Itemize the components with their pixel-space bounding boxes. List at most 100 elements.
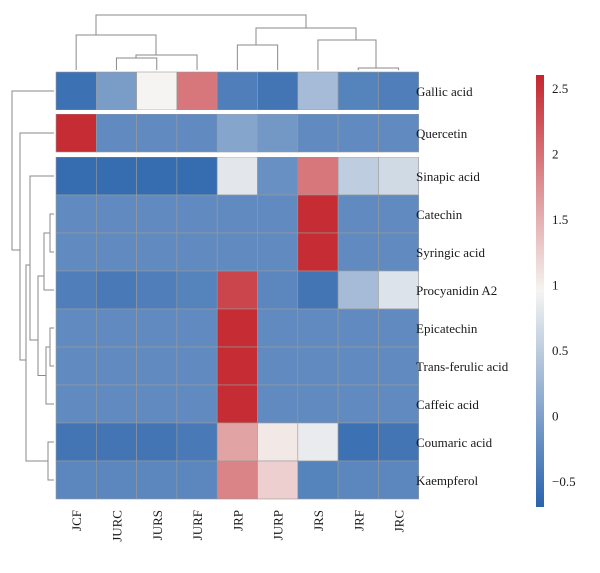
row-dendrogram-branch [49,213,54,253]
heatmap-cell-procyanidin-a2-jurf [176,270,218,310]
heatmap-cell-procyanidin-a2-jurs [136,270,178,310]
colorbar-tick-label: 1.5 [552,212,568,227]
heatmap-cell-gallic-acid-jcf [55,71,97,111]
heatmap-cell-sinapic-acid-jrc [378,156,419,196]
row-dendrogram-branch [25,264,48,462]
heatmap-cell-coumaric-acid-jrs [297,422,339,462]
heatmap-cell-sinapic-acid-jrf [337,156,379,196]
column-dendrogram-branch [95,14,307,35]
heatmap-cell-epicatechin-jrp [216,308,258,348]
heatmap-cell-caffeic-acid-jurf [176,384,218,424]
heatmap-cell-coumaric-acid-jurc [96,422,137,462]
heatmap-cell-sinapic-acid-jurp [257,156,299,196]
heatmap-cell-syringic-acid-jrs [297,232,339,272]
heatmap-cell-trans-ferulic-acid-jurc [96,346,137,386]
heatmap-cell-syringic-acid-jurs [136,232,178,272]
heatmap-cell-gallic-acid-jurf [176,71,218,111]
column-dendrogram-branch [357,67,400,70]
heatmap-cell-quercetin-jcf [55,113,97,153]
heatmap-cell-caffeic-acid-jrf [337,384,379,424]
row-dendrogram-branch [11,90,54,251]
heatmap-cell-epicatechin-jurs [136,308,178,348]
heatmap-cell-catechin-jrc [378,194,419,234]
heatmap-cell-coumaric-acid-jurf [176,422,218,462]
column-label-jrf: JRF [351,510,366,531]
heatmap-cell-sinapic-acid-jrp [216,156,258,196]
colorbar-tick-label: 1 [552,277,559,292]
colorbar-tick-label: 0 [552,408,559,423]
heatmap-cell-coumaric-acid-jrp [216,422,258,462]
heatmap-cell-syringic-acid-jurf [176,232,218,272]
heatmap-cell-coumaric-acid-jrf [337,422,379,462]
heatmap-cell-quercetin-jurs [136,113,178,153]
column-dendrogram-branch [255,27,357,45]
heatmap-cells [55,71,420,500]
heatmap-cell-quercetin-jrf [337,113,379,153]
heatmap-cell-kaempferol-jurf [176,460,218,500]
heatmap-cell-kaempferol-jrc [378,460,419,500]
heatmap-cell-caffeic-acid-jrc [378,384,419,424]
column-labels: JCF JURC JURS JURF JRP JURP JRS JRF JRC [69,510,406,542]
heatmap-cell-trans-ferulic-acid-jrs [297,346,339,386]
heatmap-cell-sinapic-acid-jrs [297,156,339,196]
row-dendrogram-branch [19,132,54,361]
column-label-jrp: JRP [230,510,245,531]
heatmap-cell-catechin-jurc [96,194,137,234]
row-label-catechin: Catechin [416,207,463,222]
heatmap-cell-caffeic-acid-jurc [96,384,137,424]
heatmap-cell-epicatechin-jrf [337,308,379,348]
heatmap-cell-kaempferol-jurp [257,460,299,500]
heatmap-cell-catechin-jcf [55,194,97,234]
heatmap-cell-catechin-jurp [257,194,299,234]
heatmap-cell-syringic-acid-jurc [96,232,137,272]
column-label-jrs: JRS [311,510,326,531]
heatmap-cell-quercetin-jurc [96,113,137,153]
heatmap-cell-gallic-acid-jrp [216,71,258,111]
row-labels: Gallic acid Quercetin Sinapic acid Catechin… [416,84,509,488]
column-label-jrc: JRC [392,510,407,532]
heatmap-cell-syringic-acid-jrf [337,232,379,272]
heatmap-cell-sinapic-acid-jurf [176,156,218,196]
heatmap-cell-gallic-acid-jurc [96,71,137,111]
heatmap-cell-kaempferol-jurs [136,460,178,500]
row-group-gap [55,110,420,114]
heatmap-cell-caffeic-acid-jcf [55,384,97,424]
column-label-jcf: JCF [69,510,84,531]
heatmap-cell-procyanidin-a2-jcf [55,270,97,310]
row-dendrogram-branch [47,441,54,481]
heatmap-cell-procyanidin-a2-jrs [297,270,339,310]
heatmap-cell-syringic-acid-jrp [216,232,258,272]
row-dendrogram [11,90,54,481]
heatmap-cell-gallic-acid-jrs [297,71,339,111]
heatmap-cell-gallic-acid-jurs [136,71,178,111]
heatmap-cell-procyanidin-a2-jrf [337,270,379,310]
heatmap-cell-gallic-acid-jrf [337,71,379,111]
row-dendrogram-branch [29,175,54,341]
row-dendrogram-branch [37,275,46,376]
column-dendrogram [75,14,400,70]
heatmap-cell-epicatechin-jurp [257,308,299,348]
heatmap-cell-caffeic-acid-jrs [297,384,339,424]
row-label-sinapic-acid: Sinapic acid [416,169,480,184]
row-dendrogram-branch [49,327,54,367]
heatmap-cell-kaempferol-jrf [337,460,379,500]
heatmap-cell-trans-ferulic-acid-jurf [176,346,218,386]
colorbar-gradient [536,75,544,507]
heatmap-cell-epicatechin-jurf [176,308,218,348]
heatmap-cell-syringic-acid-jrc [378,232,419,272]
row-label-kaempferol: Kaempferol [416,473,478,488]
column-dendrogram-branch [115,57,158,70]
heatmap-cell-caffeic-acid-jurs [136,384,178,424]
row-label-epicatechin: Epicatechin [416,321,478,336]
row-label-procyanidin-a2: Procyanidin A2 [416,283,497,298]
heatmap-cell-catechin-jrp [216,194,258,234]
heatmap-cell-quercetin-jrc [378,113,419,153]
row-dendrogram-branch [43,232,54,291]
colorbar-tick-label: −0.5 [552,474,576,489]
column-label-jurc: JURC [109,510,124,542]
column-label-jurp: JURP [271,510,286,540]
column-dendrogram-branch [75,34,157,70]
heatmap-cell-gallic-acid-jrc [378,71,419,111]
heatmap-cell-sinapic-acid-jurc [96,156,137,196]
